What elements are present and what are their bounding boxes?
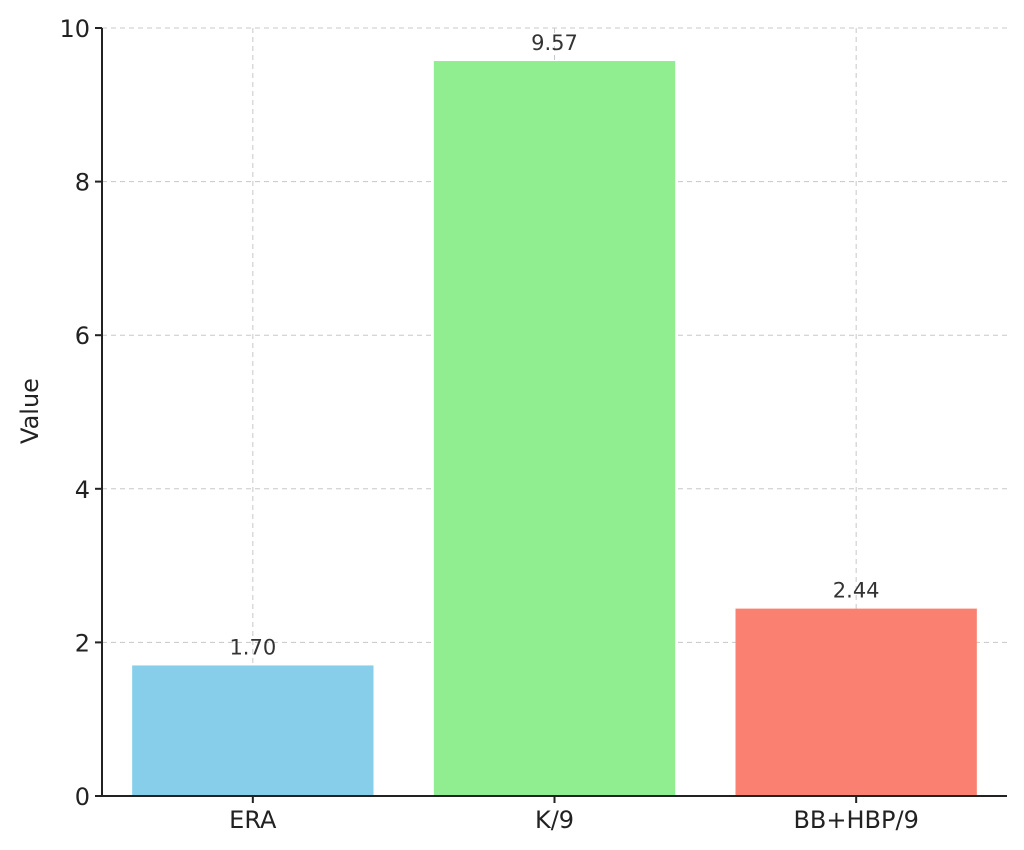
x-tick-label: BB+HBP/9 — [793, 806, 918, 834]
y-tick-label: 8 — [75, 169, 90, 197]
y-tick-label: 0 — [75, 783, 90, 811]
bar-value-label: 1.70 — [229, 635, 276, 659]
y-tick-label: 2 — [75, 629, 90, 657]
y-tick-label: 10 — [59, 15, 90, 43]
x-tick-label: ERA — [229, 806, 277, 834]
data-labels: 1.70 9.57 2.44 — [229, 31, 879, 659]
bars — [132, 61, 977, 797]
y-tick-label: 6 — [75, 322, 90, 350]
x-tick-label: K/9 — [535, 806, 574, 834]
bar-era — [132, 665, 374, 796]
y-tick-label: 4 — [75, 476, 90, 504]
bar-bb-hbp-9 — [735, 608, 977, 796]
y-axis-title: Value — [16, 378, 44, 444]
bar-k-9 — [433, 61, 676, 797]
axes: 0 2 4 6 8 10 ERA K/9 BB+HBP/9 — [59, 15, 1007, 834]
bar-value-label: 9.57 — [531, 31, 578, 55]
bar-value-label: 2.44 — [833, 579, 880, 603]
